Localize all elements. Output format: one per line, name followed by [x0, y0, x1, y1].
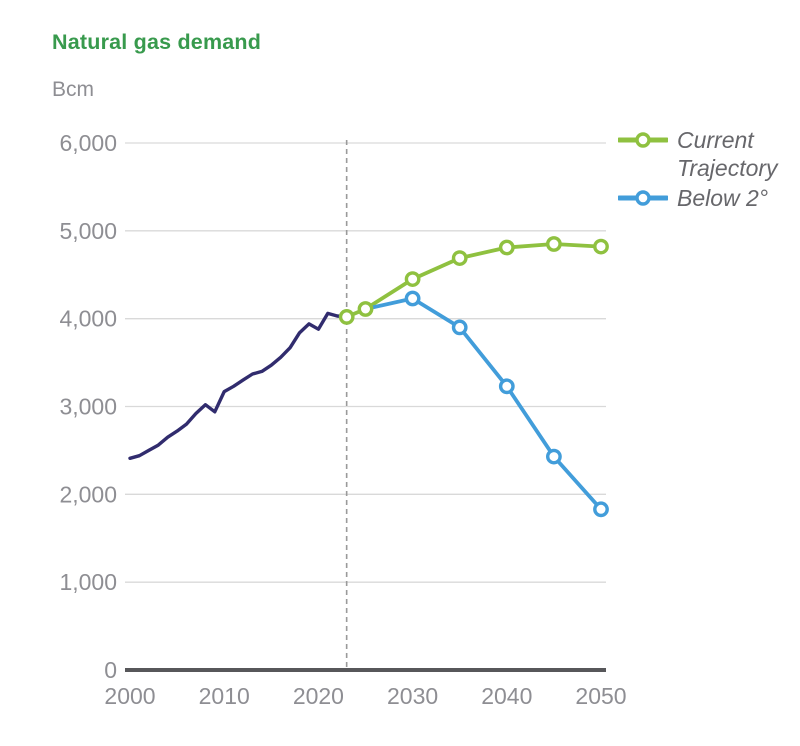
x-tick-label-2030: 2030 — [387, 683, 438, 709]
y-tick-label-6000: 6,000 — [59, 130, 117, 156]
below-2-marker-2045 — [546, 448, 562, 465]
legend-item-current-trajectory: Current Trajectory — [618, 126, 798, 182]
current-trajectory-marker-2040 — [498, 239, 515, 256]
y-axis-unit-label: Bcm — [52, 78, 94, 101]
x-tick-label-2010: 2010 — [199, 683, 250, 709]
below-2-legend-swatch-icon — [618, 190, 668, 206]
chart-legend: Current Trajectory Below 2° — [618, 126, 798, 214]
x-tick-label-2000: 2000 — [104, 683, 155, 709]
below-2-line — [363, 296, 603, 512]
legend-label-below-2: Below 2° — [677, 185, 769, 212]
current-trajectory-marker-2045 — [546, 236, 562, 252]
x-tick-label-2020: 2020 — [293, 683, 344, 709]
y-tick-label-2000: 2,000 — [59, 481, 117, 507]
y-tick-label-1000: 1,000 — [59, 569, 117, 595]
y-tick-label-4000: 4,000 — [59, 306, 117, 332]
legend-label-current-trajectory: Current Trajectory — [677, 127, 778, 182]
y-tick-label-3000: 3,000 — [59, 394, 117, 420]
current-trajectory-marker-2023 — [338, 308, 355, 325]
current-trajectory-marker-2035 — [451, 250, 468, 267]
y-tick-label-0: 0 — [104, 657, 117, 683]
below-2-marker-2035 — [451, 319, 468, 336]
current-trajectory-legend-swatch-icon — [618, 132, 668, 148]
below-2-marker-2030 — [404, 290, 421, 307]
current-trajectory-marker-2030 — [404, 271, 421, 287]
y-tick-label-5000: 5,000 — [59, 218, 117, 244]
legend-item-below-2: Below 2° — [618, 184, 798, 212]
chart-title: Natural gas demand — [52, 30, 262, 54]
x-tick-label-2050: 2050 — [575, 683, 626, 709]
historical-line — [128, 311, 349, 460]
x-tick-label-2040: 2040 — [481, 683, 532, 709]
current-trajectory-marker-2025 — [357, 301, 374, 317]
below-2-marker-2040 — [498, 378, 515, 395]
current-trajectory-marker-2050 — [593, 238, 609, 255]
below-2-marker-2050 — [593, 501, 609, 518]
